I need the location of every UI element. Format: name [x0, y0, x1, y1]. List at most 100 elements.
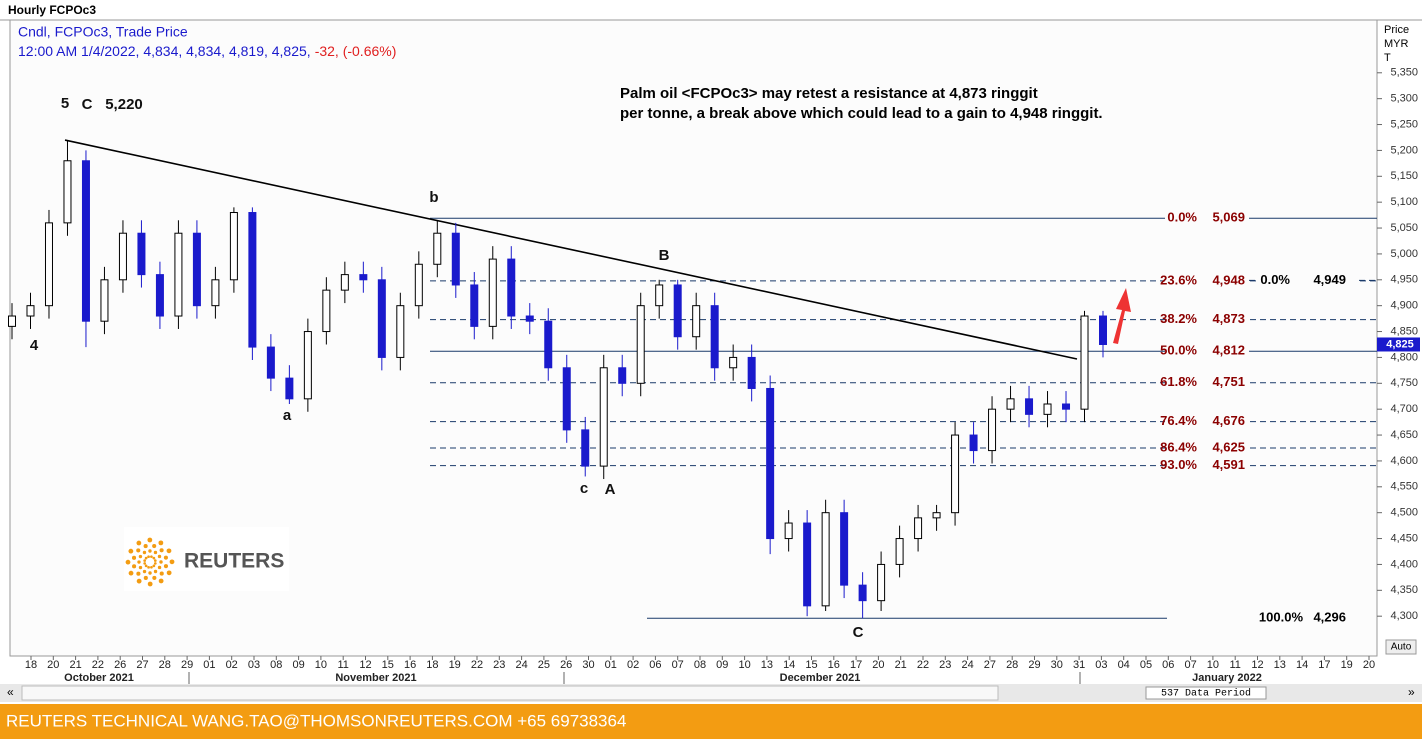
logo-dot	[144, 564, 148, 568]
x-tick-label: 09	[716, 659, 728, 671]
month-label: October 2021	[64, 672, 134, 684]
candle	[359, 261, 368, 293]
y-tick-label: 4,750	[1390, 377, 1418, 389]
x-tick-label: 24	[961, 659, 973, 671]
candle-body	[433, 232, 442, 265]
logo-dot	[166, 570, 172, 576]
candle-body	[451, 232, 460, 286]
x-tick-label: 09	[292, 659, 304, 671]
x-tick-label: 16	[828, 659, 840, 671]
fib-label-bg	[1165, 343, 1249, 360]
logo-dot	[147, 555, 150, 559]
candle	[599, 354, 608, 480]
candle	[211, 266, 220, 319]
x-tick-label: 20	[1363, 659, 1375, 671]
month-label: January 2022	[1192, 672, 1262, 684]
logo-text: REUTERS	[184, 550, 284, 573]
x-tick-label: 22	[471, 659, 483, 671]
candle	[396, 292, 405, 371]
fib-value: 4,591	[1212, 457, 1245, 472]
logo-dot	[148, 549, 152, 553]
candle	[858, 572, 867, 619]
candle-body	[359, 274, 368, 281]
logo-dot	[143, 575, 148, 581]
logo-dot	[153, 559, 157, 562]
candle	[988, 396, 997, 464]
candle-body	[229, 212, 238, 281]
x-tick-label: 12	[359, 659, 371, 671]
x-tick-label: 25	[538, 659, 550, 671]
candle	[44, 209, 53, 319]
logo-dot	[147, 565, 150, 569]
axis-title: MYR	[1384, 38, 1409, 50]
scroll-thumb[interactable]	[21, 685, 999, 701]
y-tick-label: 4,450	[1390, 532, 1418, 544]
candle	[1080, 310, 1089, 423]
logo-box	[124, 527, 289, 591]
candle	[137, 220, 146, 288]
candle-body	[655, 284, 664, 307]
logo-dot	[158, 578, 164, 584]
logo-dot	[143, 562, 147, 565]
x-tick-label: 12	[1251, 659, 1263, 671]
candle-body	[340, 274, 349, 291]
fib-label-bg	[1165, 374, 1249, 391]
logo: REUTERS	[124, 527, 289, 591]
logo-dot	[128, 570, 134, 576]
x-tick-label: 23	[493, 659, 505, 671]
x-tick-label: 15	[382, 659, 394, 671]
candle	[118, 220, 127, 293]
auto-button[interactable]	[1385, 639, 1417, 655]
candle	[673, 279, 682, 350]
candle	[266, 334, 275, 392]
chart-title: Hourly FCPOc3	[8, 3, 96, 17]
candle-body	[377, 279, 386, 358]
y-tick-label: 4,300	[1390, 610, 1418, 622]
logo-dot	[152, 543, 157, 549]
logo-dot	[153, 569, 158, 574]
x-tick-label: 02	[627, 659, 639, 671]
candle-body	[840, 512, 849, 586]
fib-label-bg	[1165, 311, 1249, 328]
candle-body	[44, 222, 53, 307]
candle	[285, 365, 294, 405]
candle-body	[118, 232, 127, 281]
candle	[636, 292, 645, 397]
y-tick-label: 5,200	[1390, 144, 1418, 156]
candle-body	[137, 232, 146, 276]
candle-body	[673, 284, 682, 338]
candle-body	[1025, 398, 1034, 415]
x-tick-label: 01	[203, 659, 215, 671]
fib-label-bg	[1165, 457, 1249, 474]
x-tick-label: 06	[1162, 659, 1174, 671]
logo-dot	[157, 554, 162, 559]
axis-title: T	[1384, 52, 1391, 64]
fib-pct: 86.4%	[1160, 439, 1197, 454]
scroll-left[interactable]: «	[7, 685, 14, 699]
x-tick-label: 18	[426, 659, 438, 671]
candle	[562, 354, 571, 443]
logo-dot	[158, 540, 164, 546]
logo-dot	[150, 555, 153, 559]
y-tick-label: 4,500	[1390, 507, 1418, 519]
axis-title: Price	[1384, 24, 1409, 36]
x-tick-label: 26	[114, 659, 126, 671]
x-tick-label: 30	[582, 659, 594, 671]
logo-dot	[136, 548, 141, 553]
x-tick-label: 08	[694, 659, 706, 671]
candle-body	[803, 522, 812, 607]
x-tick-label: 21	[895, 659, 907, 671]
logo-dot	[163, 564, 169, 569]
logo-dot	[136, 571, 141, 576]
x-tick-label: 30	[1051, 659, 1063, 671]
candle-body	[988, 408, 997, 452]
candle-body	[63, 160, 72, 224]
candle-body	[969, 434, 978, 452]
trendline	[64, 139, 1078, 360]
candle	[174, 220, 183, 329]
logo-dot	[131, 555, 137, 560]
x-tick-label: 29	[181, 659, 193, 671]
candle-body	[303, 331, 312, 400]
scroll-right[interactable]: »	[1408, 685, 1415, 699]
candle-body	[285, 377, 294, 400]
